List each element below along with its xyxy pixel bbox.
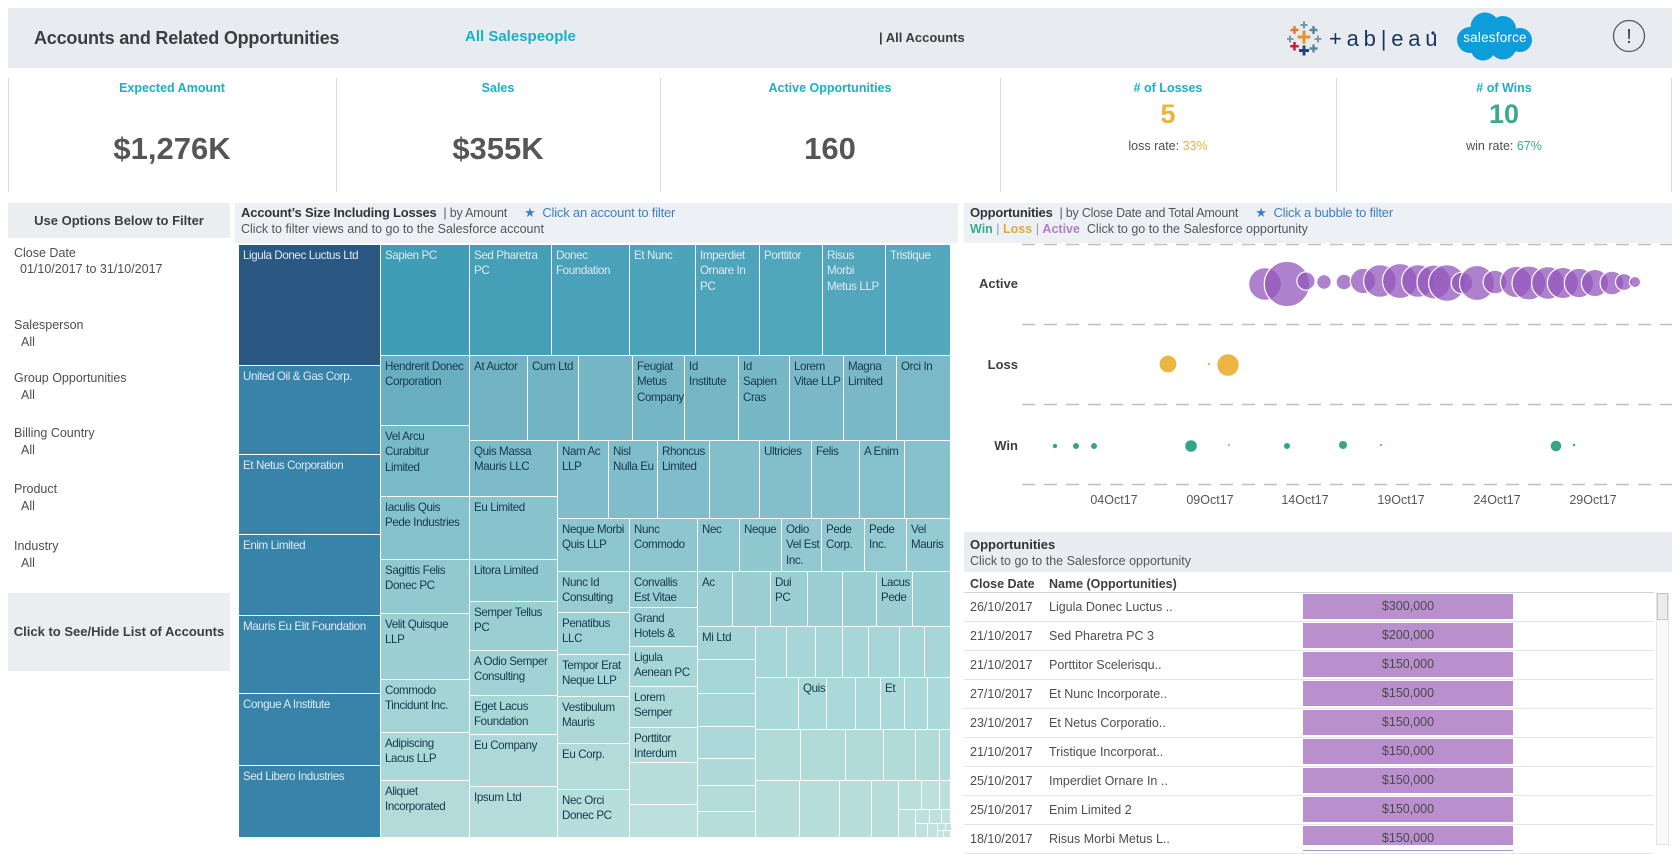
svg-text:29Oct17: 29Oct17: [1569, 493, 1616, 507]
svg-text:!: !: [1626, 26, 1632, 48]
svg-text:salesforce: salesforce: [1463, 30, 1527, 45]
svg-text:04Oct17: 04Oct17: [1090, 493, 1137, 507]
svg-text:24Oct17: 24Oct17: [1473, 493, 1520, 507]
svg-text:14Oct17: 14Oct17: [1281, 493, 1328, 507]
svg-text:19Oct17: 19Oct17: [1377, 493, 1424, 507]
svg-text:09Oct17: 09Oct17: [1186, 493, 1233, 507]
svg-text:+ab|eau: +ab|eau: [1329, 26, 1442, 51]
